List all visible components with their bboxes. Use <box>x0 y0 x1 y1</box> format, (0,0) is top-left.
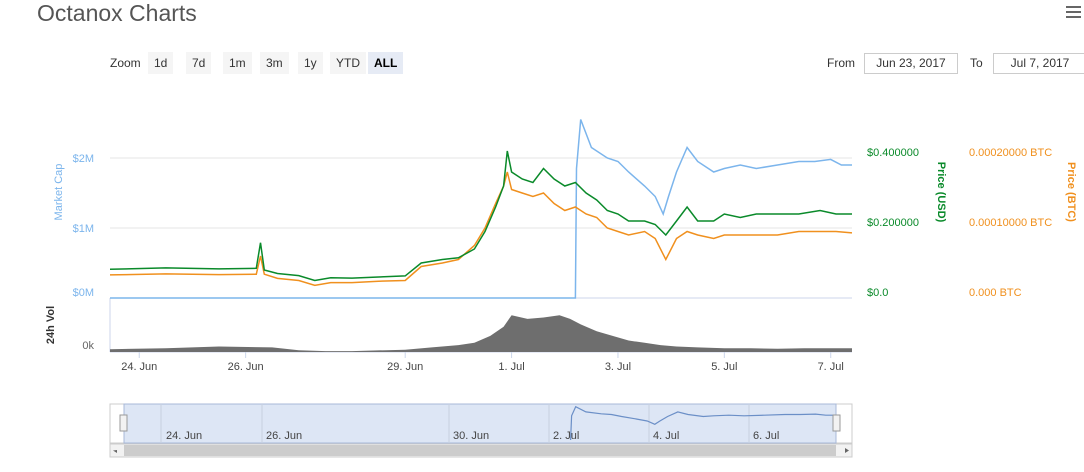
x-axis-tick-label: 3. Jul <box>605 361 631 373</box>
price-usd-axis-title: Price (USD) <box>935 162 947 223</box>
hamburger-menu-icon[interactable] <box>1066 6 1081 19</box>
zoom-ytd-button[interactable]: YTD <box>330 52 366 74</box>
page-title: Octanox Charts <box>37 0 197 26</box>
volume-series-area <box>110 315 852 352</box>
x-axis-tick-label: 5. Jul <box>711 361 737 373</box>
scrollbar-thumb[interactable] <box>124 445 836 456</box>
navigator-tick-label: 4. Jul <box>653 430 679 442</box>
navigator-tick-label: 6. Jul <box>753 430 779 442</box>
x-axis-tick-label: 1. Jul <box>498 361 524 373</box>
price-btc-tick-label: 0.000 BTC <box>969 287 1022 299</box>
price-btc-tick-label: 0.00010000 BTC <box>969 217 1052 229</box>
to-date-input[interactable]: Jul 7, 2017 <box>993 53 1084 74</box>
navigator-tick-label: 26. Jun <box>266 430 302 442</box>
x-axis-tick-label: 26. Jun <box>228 361 264 373</box>
price-usd-series-line <box>109 150 852 282</box>
market-cap-series-line <box>110 119 852 299</box>
volume-tick-label: 0k <box>82 340 94 352</box>
price-usd-tick-label: $0.400000 <box>867 147 919 159</box>
navigator-left-handle[interactable] <box>119 414 128 432</box>
x-axis-tick-label: 29. Jun <box>387 361 423 373</box>
navigator-tick-label: 24. Jun <box>166 430 202 442</box>
navigator-series-line <box>570 405 836 441</box>
navigator-tick-label: 30. Jun <box>453 430 489 442</box>
zoom-7d-button[interactable]: 7d <box>186 52 212 74</box>
navigator-right-handle[interactable] <box>832 414 841 432</box>
market-cap-tick-label: $0M <box>73 287 94 299</box>
scroll-left-icon[interactable] <box>113 450 117 453</box>
market-cap-axis-title: Market Cap <box>53 164 65 221</box>
zoom-1y-button[interactable]: 1y <box>298 52 323 74</box>
price-btc-axis-title: Price (BTC) <box>1065 162 1077 222</box>
to-label: To <box>970 56 983 70</box>
market-cap-tick-label: $2M <box>73 153 94 165</box>
scroll-right-icon[interactable] <box>845 448 849 453</box>
market-cap-tick-label: $1M <box>73 223 94 235</box>
navigator-tick-label: 2. Jul <box>553 430 579 442</box>
x-axis-tick-label: 7. Jul <box>818 361 844 373</box>
price-btc-series-line <box>109 171 853 287</box>
volume-axis-title: 24h Vol <box>45 306 57 344</box>
navigator-selected-range[interactable] <box>123 403 837 444</box>
x-axis-tick-label: 24. Jun <box>121 361 157 373</box>
price-usd-tick-label: $0.0 <box>867 287 888 299</box>
zoom-3m-button[interactable]: 3m <box>260 52 289 74</box>
zoom-all-button[interactable]: ALL <box>368 52 404 74</box>
price-btc-tick-label: 0.00020000 BTC <box>969 147 1052 159</box>
from-date-input[interactable]: Jun 23, 2017 <box>864 53 958 74</box>
zoom-1m-button[interactable]: 1m <box>223 52 252 74</box>
zoom-1d-button[interactable]: 1d <box>148 52 174 74</box>
from-label: From <box>827 56 855 70</box>
price-usd-tick-label: $0.200000 <box>867 217 919 229</box>
zoom-label: Zoom <box>110 56 141 70</box>
